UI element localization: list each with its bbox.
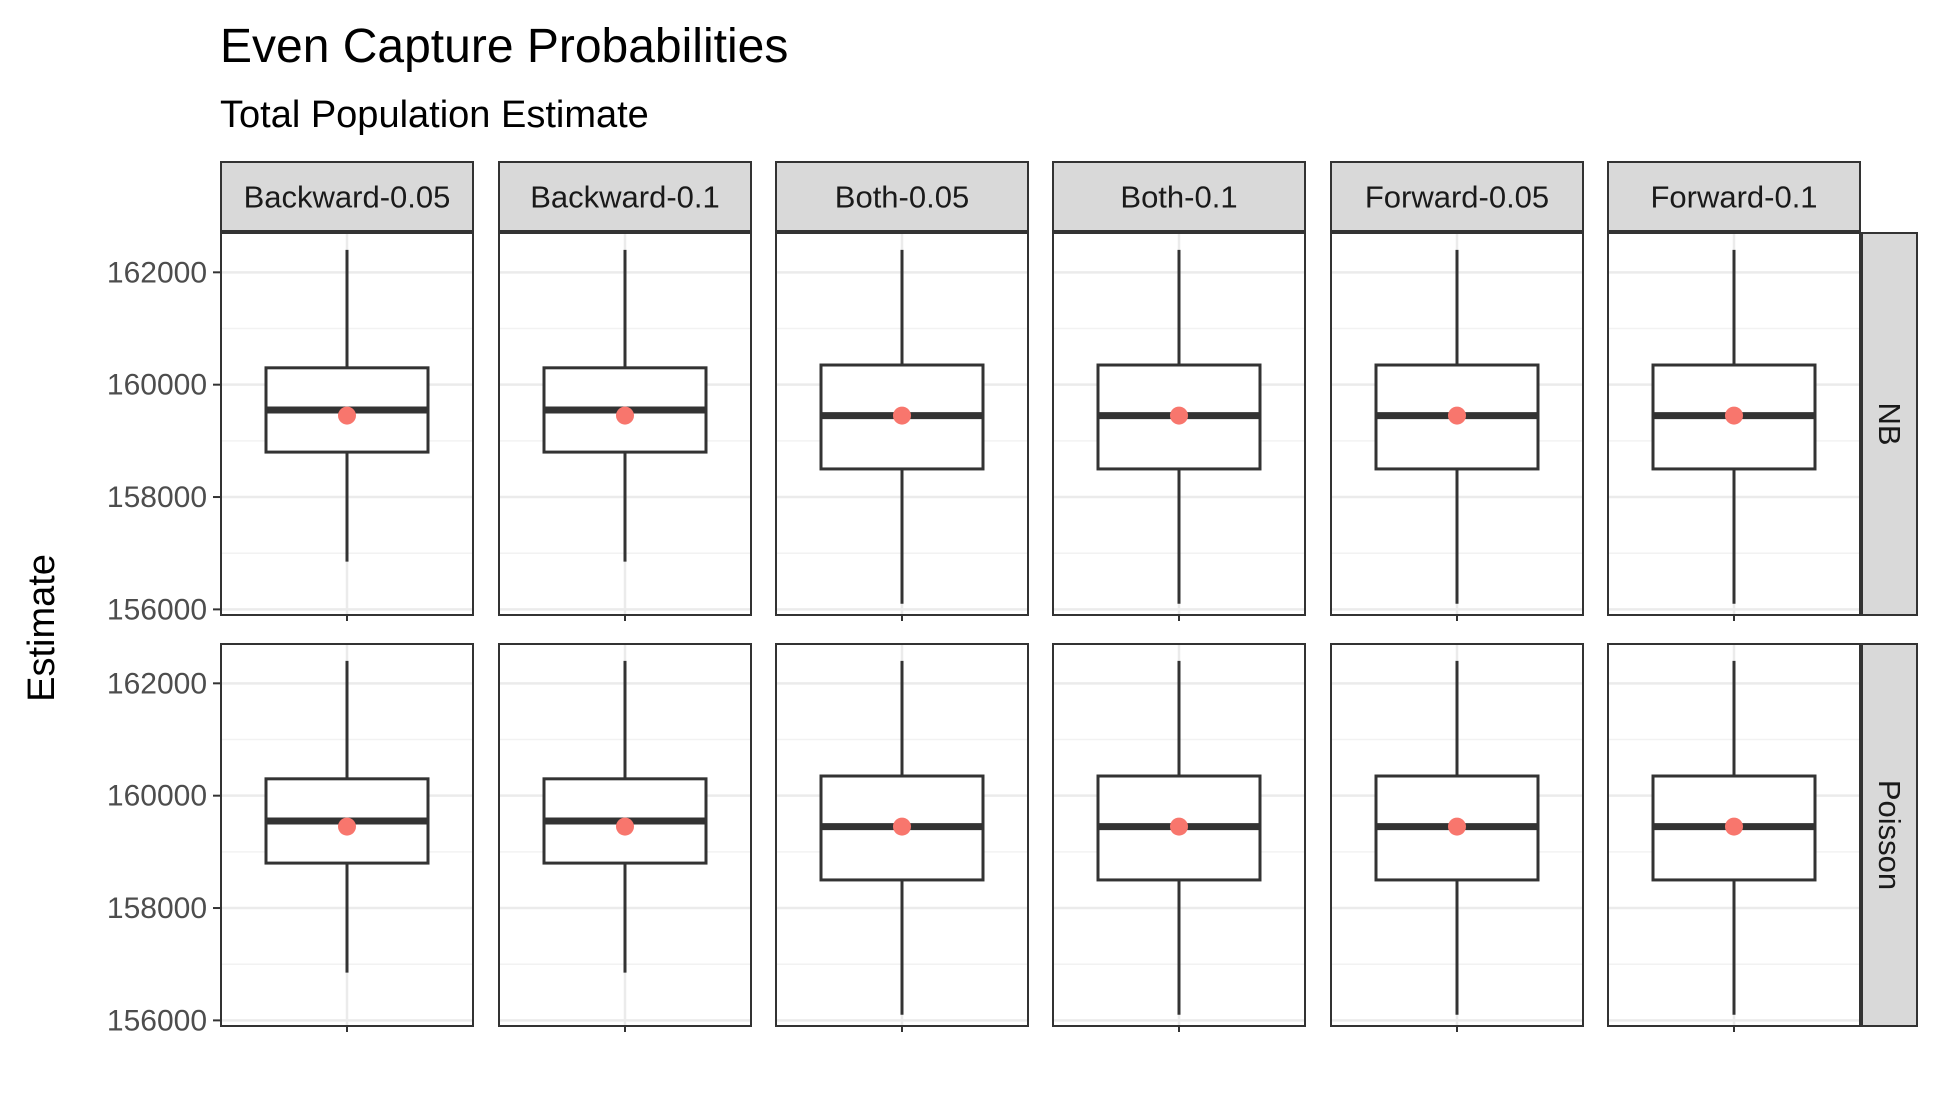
column-strip-label: Forward-0.05 — [1365, 180, 1549, 215]
column-strip — [498, 161, 752, 232]
y-tick-label: 162000 — [107, 256, 207, 289]
panels-layer: Backward-0.05 Backward-0.1 Both-0.05 Both-0… — [107, 161, 1918, 1037]
panel-border — [1052, 643, 1306, 1027]
mean-point — [1725, 406, 1743, 425]
y-tick-label: 158000 — [107, 481, 207, 514]
panel-border — [1052, 232, 1306, 616]
panel-border — [498, 232, 752, 616]
row-strip — [1861, 232, 1918, 616]
panel-border — [220, 232, 474, 616]
column-strip-label: Both-0.05 — [835, 180, 969, 215]
row-strip — [1861, 643, 1918, 1027]
y-tick-label: 160000 — [107, 369, 207, 402]
mean-point — [1170, 406, 1188, 425]
panel-border — [1607, 643, 1861, 1027]
panel-border — [498, 643, 752, 1027]
column-strip-label: Forward-0.1 — [1650, 180, 1817, 215]
column-strip — [1330, 161, 1584, 232]
panel-border — [775, 643, 1029, 1027]
panel-border — [220, 643, 474, 1027]
panel-border — [1607, 232, 1861, 616]
panel-border — [775, 232, 1029, 616]
mean-point — [893, 406, 911, 425]
row-strip-label: NB — [1872, 402, 1907, 445]
y-tick-label: 160000 — [107, 780, 207, 813]
column-strip-label: Both-0.1 — [1120, 180, 1237, 215]
y-axis-title: Estimate — [21, 554, 63, 702]
row-strip-label: Poisson — [1872, 780, 1907, 890]
mean-point — [1448, 817, 1466, 836]
mean-point — [616, 817, 634, 836]
panel-border — [1330, 232, 1584, 616]
mean-point — [893, 817, 911, 836]
y-tick-label: 162000 — [107, 667, 207, 700]
y-tick-label: 158000 — [107, 892, 207, 925]
column-strip — [220, 161, 474, 232]
column-strip — [775, 161, 1029, 232]
column-strip-label: Backward-0.1 — [530, 180, 720, 215]
mean-point — [338, 817, 356, 836]
chart-title: Even Capture Probabilities — [220, 20, 788, 73]
chart-subtitle: Total Population Estimate — [220, 94, 649, 136]
mean-point — [1170, 817, 1188, 836]
column-strip — [1607, 161, 1861, 232]
y-tick-label: 156000 — [107, 593, 207, 626]
mean-point — [1725, 817, 1743, 836]
mean-point — [616, 406, 634, 425]
column-strip — [1052, 161, 1306, 232]
column-strip-label: Backward-0.05 — [244, 180, 451, 215]
mean-point — [338, 406, 356, 425]
y-tick-label: 156000 — [107, 1004, 207, 1037]
mean-point — [1448, 406, 1466, 425]
panel-border — [1330, 643, 1584, 1027]
